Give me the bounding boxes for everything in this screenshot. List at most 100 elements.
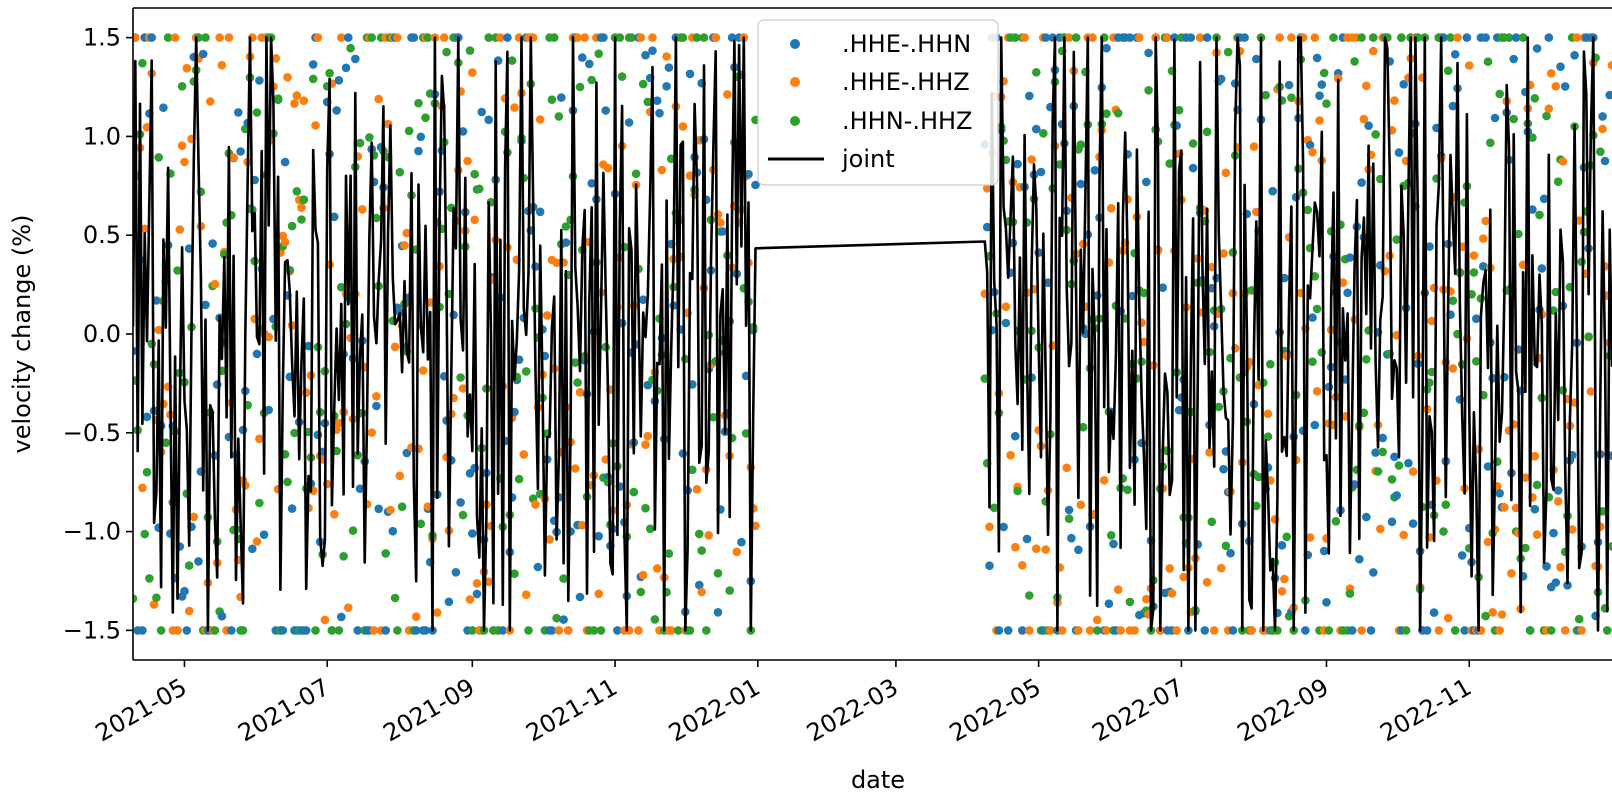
scatter-point bbox=[334, 626, 344, 635]
scatter-point bbox=[624, 118, 634, 127]
scatter-point bbox=[229, 153, 238, 162]
scatter-point bbox=[456, 498, 465, 507]
y-tick-label: −0.5 bbox=[63, 419, 121, 447]
scatter-point bbox=[601, 106, 610, 115]
scatter-point bbox=[1362, 355, 1371, 364]
scatter-point bbox=[575, 82, 585, 92]
scatter-point bbox=[465, 595, 475, 604]
scatter-point bbox=[198, 49, 208, 59]
scatter-point bbox=[1469, 268, 1479, 277]
scatter-point bbox=[255, 498, 264, 508]
x-tick-label: 2022-09 bbox=[1233, 673, 1334, 747]
scatter-point bbox=[688, 465, 697, 475]
legend: .HHE-.HHN .HHE-.HHZ .HHN-.HHZ joint bbox=[757, 19, 999, 186]
scatter-point bbox=[1397, 33, 1406, 42]
scatter-point bbox=[215, 33, 224, 42]
scatter-point bbox=[678, 449, 688, 458]
scatter-point bbox=[716, 218, 725, 227]
scatter-point bbox=[1425, 242, 1434, 251]
scatter-point bbox=[1310, 33, 1320, 42]
scatter-point bbox=[1144, 86, 1153, 95]
scatter-point bbox=[1282, 532, 1291, 542]
scatter-point bbox=[1018, 561, 1027, 570]
scatter-point bbox=[374, 94, 384, 104]
scatter-point bbox=[1481, 216, 1490, 226]
scatter-point bbox=[1102, 626, 1111, 635]
scatter-point bbox=[652, 96, 662, 105]
scatter-point bbox=[1546, 69, 1556, 78]
scatter-point bbox=[503, 33, 512, 42]
scatter-point bbox=[524, 626, 533, 635]
scatter-point bbox=[1376, 524, 1385, 534]
y-tick-label: 0.0 bbox=[83, 320, 121, 348]
scatter-point bbox=[297, 215, 306, 224]
scatter-point bbox=[1530, 94, 1540, 103]
scatter-point bbox=[554, 626, 564, 635]
scatter-point bbox=[1387, 517, 1397, 527]
scatter-point bbox=[484, 577, 494, 587]
scatter-point bbox=[713, 569, 723, 578]
scatter-point bbox=[552, 613, 561, 623]
scatter-point bbox=[175, 225, 185, 234]
scatter-point bbox=[1446, 33, 1455, 42]
scatter-point bbox=[1518, 33, 1528, 42]
scatter-point bbox=[369, 626, 379, 635]
scatter-point bbox=[330, 510, 339, 519]
x-tick-label: 2022-03 bbox=[802, 673, 903, 747]
scatter-point bbox=[674, 626, 683, 635]
scatter-point bbox=[1537, 264, 1547, 273]
scatter-point bbox=[1315, 91, 1324, 100]
scatter-point bbox=[1584, 332, 1593, 341]
scatter-point bbox=[692, 33, 702, 42]
scatter-point bbox=[346, 43, 355, 53]
scatter-point bbox=[1170, 33, 1179, 42]
scatter-point bbox=[521, 590, 531, 599]
scatter-point bbox=[451, 568, 461, 577]
scatter-point bbox=[194, 557, 203, 566]
scatter-point bbox=[1544, 33, 1554, 42]
scatter-point bbox=[594, 531, 603, 541]
scatter-point bbox=[1034, 248, 1043, 257]
scatter-point bbox=[173, 626, 182, 635]
scatter-point bbox=[1539, 194, 1549, 204]
scatter-point bbox=[1001, 318, 1011, 328]
y-ticks: −1.5 −1.0 −0.5 0.0 0.5 1.0 1.5 bbox=[63, 24, 133, 644]
scatter-point bbox=[695, 580, 704, 590]
scatter-point bbox=[1305, 140, 1315, 150]
scatter-point bbox=[393, 33, 402, 42]
scatter-point bbox=[418, 366, 428, 375]
scatter-point bbox=[1142, 177, 1151, 187]
scatter-point bbox=[578, 53, 587, 62]
x-tick-label: 2022-05 bbox=[945, 673, 1046, 747]
scatter-point bbox=[1252, 207, 1261, 217]
scatter-point bbox=[1158, 283, 1167, 293]
scatter-point bbox=[648, 33, 657, 42]
scatter-point bbox=[1319, 546, 1329, 556]
scatter-point bbox=[1062, 463, 1071, 473]
scatter-point bbox=[1032, 68, 1041, 77]
scatter-point bbox=[709, 412, 718, 422]
scatter-point bbox=[217, 611, 227, 621]
scatter-point bbox=[652, 564, 662, 573]
x-tick-label: 2021-09 bbox=[378, 673, 479, 747]
scatter-point bbox=[1371, 130, 1380, 139]
scatter-point bbox=[1188, 163, 1198, 173]
scatter-point bbox=[1457, 551, 1467, 560]
scatter-point bbox=[423, 502, 433, 511]
scatter-point bbox=[1303, 205, 1313, 215]
scatter-point bbox=[308, 60, 318, 69]
scatter-point bbox=[1228, 626, 1238, 635]
scatter-point bbox=[311, 626, 320, 635]
scatter-point bbox=[159, 103, 168, 112]
scatter-point bbox=[1357, 178, 1366, 187]
scatter-point bbox=[1551, 287, 1561, 297]
scatter-point bbox=[666, 626, 676, 635]
scatter-point bbox=[475, 184, 484, 194]
scatter-point bbox=[1598, 124, 1607, 134]
scatter-point bbox=[180, 157, 189, 167]
scatter-point bbox=[542, 311, 552, 320]
scatter-point bbox=[1102, 109, 1111, 118]
scatter-point bbox=[638, 79, 648, 89]
scatter-point bbox=[299, 96, 309, 105]
scatter-point bbox=[252, 537, 262, 546]
